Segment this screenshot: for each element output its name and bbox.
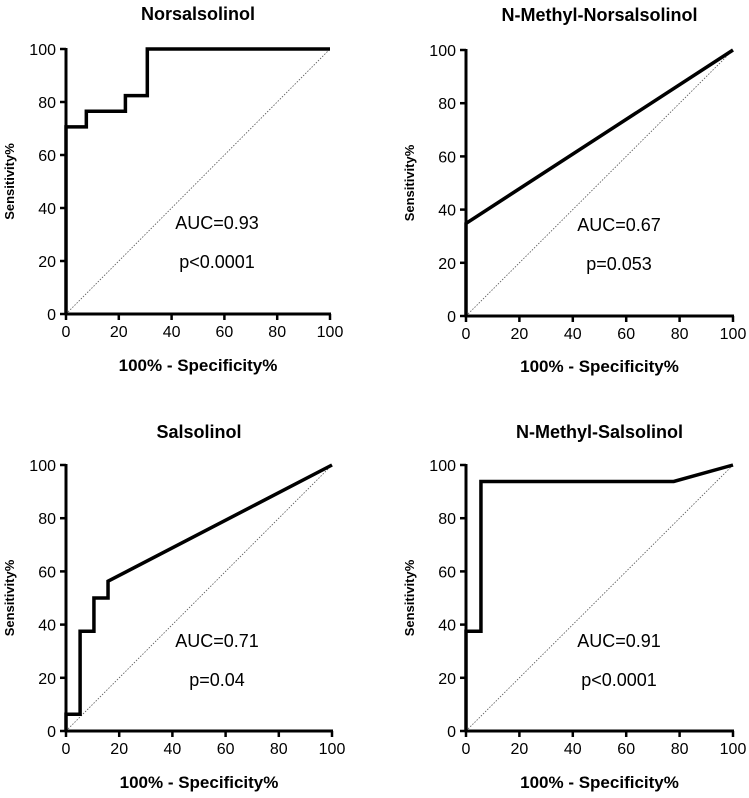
x-axis-label: 100% - Specificity% [520, 357, 679, 376]
chart-title: Salsolinol [156, 422, 241, 442]
y-tick-label: 40 [38, 201, 56, 218]
y-tick-label: 20 [438, 671, 456, 688]
y-tick-label: 100 [429, 43, 456, 60]
x-tick-label: 80 [270, 741, 288, 758]
y-tick-label: 100 [429, 458, 456, 475]
auc-annotation: AUC=0.67 [577, 215, 661, 235]
y-tick-label: 80 [438, 96, 456, 113]
reference-diagonal-line [465, 49, 734, 317]
p-value-annotation: p=0.053 [586, 254, 652, 274]
roc-curve-line [464, 48, 734, 316]
x-tick-label: 20 [110, 741, 128, 758]
y-axis-label: Sensitivity% [2, 559, 17, 636]
y-tick-label: 20 [38, 671, 56, 688]
y-tick-label: 0 [47, 307, 56, 324]
p-value-annotation: p<0.0001 [179, 252, 255, 272]
reference-diagonal-line [65, 48, 331, 315]
x-tick-label: 20 [110, 324, 128, 341]
x-axis-label: 100% - Specificity% [119, 356, 278, 375]
y-tick-label: 40 [438, 618, 456, 635]
y-tick-label: 0 [447, 309, 456, 326]
y-tick-label: 60 [438, 149, 456, 166]
roc-panel-4: N-Methyl-Salsolinol 0 20 40 60 80 100 0 20 40 60 80… [402, 422, 746, 792]
chart-title: Norsalsolinol [141, 4, 255, 24]
x-tick-label: 40 [164, 741, 182, 758]
roc-panel-1: Norsalsolinol 0 20 40 60 80 100 0 20 40 60 80 100 100… [2, 4, 343, 375]
p-value-annotation: p<0.0001 [581, 670, 657, 690]
auc-annotation: AUC=0.91 [577, 631, 661, 651]
x-tick-label: 60 [617, 741, 635, 758]
x-tick-label: 80 [671, 326, 689, 343]
y-tick-label: 80 [438, 511, 456, 528]
x-tick-label: 80 [268, 324, 286, 341]
y-tick-label: 20 [38, 254, 56, 271]
y-tick-label: 60 [38, 564, 56, 581]
x-tick-label: 60 [617, 326, 635, 343]
x-tick-label: 100 [319, 741, 346, 758]
y-tick-label: 20 [438, 256, 456, 273]
p-value-annotation: p=0.04 [189, 670, 245, 690]
y-tick-label: 80 [38, 95, 56, 112]
y-axis-label: Sensitivity% [2, 143, 17, 220]
y-tick-label: 0 [447, 724, 456, 741]
y-tick-label: 100 [29, 458, 56, 475]
auc-annotation: AUC=0.71 [175, 631, 259, 651]
reference-diagonal-line [65, 464, 333, 732]
y-tick-label: 60 [438, 564, 456, 581]
reference-diagonal-line [465, 464, 734, 732]
y-tick-label: 40 [438, 203, 456, 220]
x-tick-label: 100 [317, 324, 344, 341]
x-tick-label: 40 [163, 324, 181, 341]
y-tick-label: 40 [38, 618, 56, 635]
x-tick-label: 40 [564, 741, 582, 758]
y-tick-label: 60 [38, 148, 56, 165]
chart-title: N-Methyl-Salsolinol [516, 422, 683, 442]
x-tick-label: 60 [217, 741, 235, 758]
roc-panel-2: N-Methyl-Norsalsolinol 0 20 40 60 80 100 0 20 40 6… [402, 5, 746, 376]
x-tick-label: 40 [564, 326, 582, 343]
x-tick-label: 0 [62, 741, 71, 758]
y-tick-label: 0 [47, 724, 56, 741]
x-tick-label: 0 [462, 326, 471, 343]
roc-curve-line [64, 47, 330, 314]
roc-curve-line [464, 463, 734, 731]
x-tick-label: 100 [720, 741, 747, 758]
roc-panel-3: Salsolinol 0 20 40 60 80 100 0 20 40 60 80 100 100% -… [2, 422, 345, 792]
x-axis-label: 100% - Specificity% [120, 773, 279, 792]
chart-title: N-Methyl-Norsalsolinol [501, 5, 697, 25]
x-tick-label: 100 [720, 326, 747, 343]
x-tick-label: 20 [511, 741, 529, 758]
y-tick-label: 80 [38, 511, 56, 528]
y-axis-label: Sensitivity% [402, 144, 417, 221]
y-axis-label: Sensitivity% [402, 559, 417, 636]
x-tick-label: 0 [462, 741, 471, 758]
x-tick-label: 80 [671, 741, 689, 758]
roc-curve-line [64, 463, 333, 731]
x-tick-label: 0 [62, 324, 71, 341]
y-tick-label: 100 [29, 42, 56, 59]
x-tick-label: 20 [511, 326, 529, 343]
x-tick-label: 60 [216, 324, 234, 341]
x-axis-label: 100% - Specificity% [520, 773, 679, 792]
auc-annotation: AUC=0.93 [175, 213, 259, 233]
